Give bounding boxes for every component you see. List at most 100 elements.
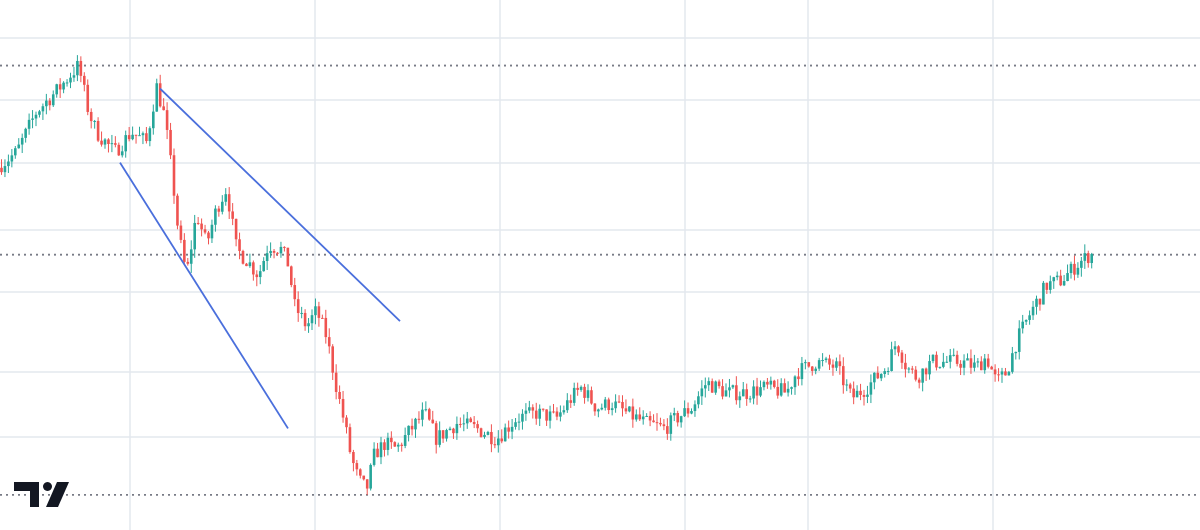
candle-body — [603, 399, 607, 408]
candle-body — [176, 195, 179, 226]
trendline[interactable] — [159, 87, 401, 322]
candle-body — [365, 479, 369, 489]
candle-body — [666, 426, 669, 434]
candle — [942, 352, 945, 369]
candle-body — [507, 427, 510, 432]
candle-body — [748, 398, 752, 400]
candle — [572, 382, 576, 406]
candle — [783, 378, 786, 393]
candle-body — [1028, 315, 1031, 320]
candle-body — [893, 346, 897, 350]
candle — [1011, 346, 1014, 374]
candle-body — [900, 352, 904, 363]
candle — [569, 394, 573, 408]
candle — [76, 55, 79, 82]
candle — [976, 358, 980, 368]
candle-body — [193, 222, 196, 250]
candle — [873, 372, 876, 390]
candle-body — [1045, 282, 1049, 290]
candle — [845, 379, 849, 392]
candle-body — [158, 83, 162, 107]
candle-body — [559, 412, 562, 417]
candle — [124, 130, 127, 158]
candle-body — [879, 373, 883, 379]
candle-body — [231, 211, 234, 219]
candle-body — [669, 415, 673, 434]
trendline[interactable] — [119, 162, 289, 429]
candle — [938, 366, 942, 369]
candle-body — [169, 129, 172, 156]
candle — [621, 395, 624, 417]
candle-body — [224, 194, 228, 202]
candle-body — [20, 137, 24, 145]
candle — [997, 368, 1000, 382]
candle — [624, 399, 628, 415]
candle — [231, 203, 234, 226]
candle-body — [655, 422, 659, 424]
candle-body — [27, 119, 31, 129]
candle — [617, 395, 621, 404]
candle-body — [134, 134, 138, 136]
candle-body — [172, 155, 176, 196]
candle-body — [3, 166, 7, 173]
candle-body — [1083, 253, 1087, 261]
candle — [248, 253, 252, 268]
candle — [911, 365, 914, 374]
candle — [600, 403, 604, 411]
candle — [210, 219, 214, 244]
candle — [348, 423, 352, 454]
candle — [483, 431, 486, 439]
candle-body — [700, 388, 704, 397]
candle-body — [572, 387, 576, 403]
candle-body — [924, 368, 928, 375]
candle-body — [586, 390, 590, 398]
candle-body — [293, 285, 297, 300]
candle — [455, 416, 459, 440]
candle — [331, 344, 334, 381]
candle-body — [410, 425, 414, 430]
candle — [55, 83, 58, 98]
candle-body — [500, 438, 504, 442]
candle-body — [773, 380, 776, 387]
candle-body — [966, 358, 969, 361]
tradingview-logo-icon[interactable] — [14, 482, 69, 507]
candle — [614, 394, 617, 413]
candle-body — [952, 354, 955, 356]
candle — [717, 379, 721, 389]
candle-body — [1017, 328, 1021, 352]
candle-body — [255, 274, 259, 278]
candle — [959, 360, 962, 376]
candle-body — [103, 139, 107, 145]
candle-body — [521, 413, 524, 422]
candle — [697, 391, 700, 409]
candle — [969, 349, 973, 374]
candle-body — [1076, 267, 1080, 275]
candle-body — [628, 406, 631, 412]
candle — [176, 193, 179, 230]
candle — [524, 403, 528, 421]
candle — [462, 414, 466, 432]
candle-body — [1073, 263, 1076, 275]
candle-body — [955, 354, 959, 364]
candle — [486, 430, 490, 436]
candle-body — [759, 387, 762, 396]
candle — [607, 397, 610, 415]
candle — [848, 382, 852, 393]
candle-body — [379, 442, 383, 458]
candle-body — [583, 386, 586, 398]
candle — [196, 217, 200, 225]
trendlines[interactable] — [119, 87, 401, 429]
candle — [403, 427, 407, 449]
candle — [438, 421, 441, 448]
candle-body — [983, 358, 987, 371]
candle — [945, 355, 949, 364]
candle — [952, 348, 955, 357]
candle-body — [76, 60, 79, 76]
candle — [586, 384, 590, 402]
candle — [728, 378, 731, 398]
candle-body — [117, 144, 121, 156]
candle — [690, 408, 693, 415]
candle — [179, 220, 183, 244]
